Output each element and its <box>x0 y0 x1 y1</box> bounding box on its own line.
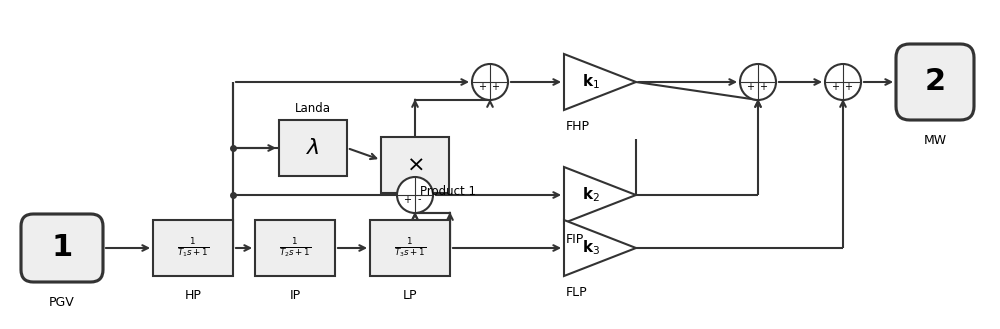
Bar <box>153 220 233 276</box>
Text: $\mathbf{k}_1$: $\mathbf{k}_1$ <box>582 73 600 91</box>
Text: FLP: FLP <box>566 286 588 299</box>
Circle shape <box>472 64 508 100</box>
Text: PGV: PGV <box>49 296 75 309</box>
Text: -: - <box>418 194 421 205</box>
Text: $\frac{1}{T_3s+1}$: $\frac{1}{T_3s+1}$ <box>394 236 426 260</box>
Text: $\lambda$: $\lambda$ <box>306 138 320 158</box>
Text: +: + <box>403 194 411 205</box>
Bar <box>279 120 347 176</box>
Text: $\times$: $\times$ <box>406 155 424 175</box>
Bar <box>381 137 449 193</box>
Text: 2: 2 <box>924 67 946 96</box>
Text: $\mathbf{k}_2$: $\mathbf{k}_2$ <box>582 186 600 204</box>
Text: Landa: Landa <box>295 102 331 115</box>
Polygon shape <box>564 54 636 110</box>
Text: +: + <box>759 82 767 91</box>
Text: +: + <box>491 82 499 91</box>
Circle shape <box>740 64 776 100</box>
Text: LP: LP <box>403 289 417 302</box>
Text: Product 1: Product 1 <box>420 185 476 198</box>
Polygon shape <box>564 167 636 223</box>
Polygon shape <box>564 220 636 276</box>
Text: IP: IP <box>289 289 301 302</box>
Circle shape <box>397 177 433 213</box>
Text: 1: 1 <box>51 234 73 263</box>
Text: +: + <box>831 82 839 91</box>
Text: $\frac{1}{T_2s+1}$: $\frac{1}{T_2s+1}$ <box>279 236 311 260</box>
Bar <box>255 220 335 276</box>
Text: $\frac{1}{T_1s+1}$: $\frac{1}{T_1s+1}$ <box>177 236 209 260</box>
Text: MW: MW <box>923 134 947 147</box>
FancyBboxPatch shape <box>21 214 103 282</box>
Text: $\mathbf{k}_3$: $\mathbf{k}_3$ <box>582 239 600 257</box>
Text: +: + <box>844 82 852 91</box>
Text: +: + <box>746 82 754 91</box>
Text: FIP: FIP <box>566 233 584 246</box>
Bar <box>370 220 450 276</box>
Circle shape <box>825 64 861 100</box>
Text: FHP: FHP <box>566 120 590 133</box>
FancyBboxPatch shape <box>896 44 974 120</box>
Text: HP: HP <box>185 289 201 302</box>
Text: +: + <box>478 82 486 91</box>
